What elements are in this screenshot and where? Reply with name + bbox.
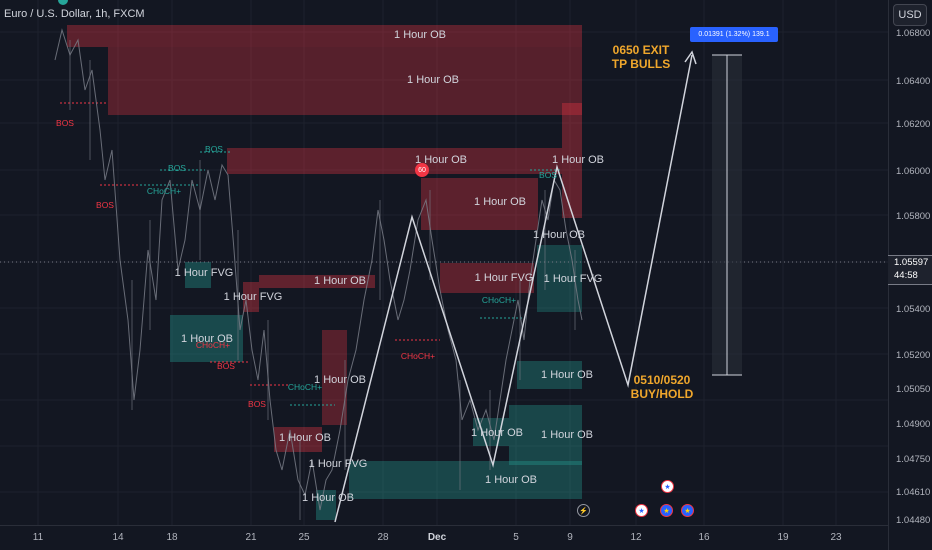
eu-flag-icon[interactable]: ★ — [660, 504, 673, 517]
bullish-zones — [170, 245, 582, 520]
current-price-badge: 1.05597 44:58 — [888, 255, 932, 285]
time-label: 5 — [513, 532, 519, 543]
exit-annotation-line2: TP BULLS — [611, 57, 671, 71]
time-label: 11 — [32, 532, 44, 543]
price-tick: 1.06200 — [896, 119, 931, 130]
price-tick: 1.05200 — [896, 350, 931, 361]
choch-label: CHoCH+ — [481, 295, 517, 305]
fvg-label: 1 Hour FVG — [308, 458, 368, 470]
price-tick: 1.04480 — [896, 515, 931, 526]
price-tick: 1.04750 — [896, 454, 931, 465]
buy-annotation-line1: 0510/0520 — [633, 373, 691, 387]
bos-label: BOS — [168, 163, 186, 173]
ob-label: 1 Hour OB — [485, 474, 537, 486]
time-label: 21 — [245, 532, 257, 543]
structure-lines — [60, 102, 560, 406]
time-label: 19 — [777, 532, 789, 543]
price-tick: 1.06400 — [896, 76, 931, 87]
exit-annotation[interactable]: 0650 EXIT TP BULLS — [612, 43, 670, 71]
choch-label: CHoCH+ — [287, 382, 323, 392]
ob-label: 1 Hour OB — [279, 432, 331, 444]
price-axis[interactable]: USD 1.06800 1.06400 1.06200 1.06000 1.05… — [888, 0, 932, 550]
us-flag-icon[interactable]: ★ — [635, 504, 648, 517]
top-marker-icon — [58, 0, 68, 5]
fvg-label: 1 Hour FVG — [174, 267, 234, 279]
bar-countdown: 44:58 — [894, 270, 918, 281]
ob-label: 1 Hour OB — [541, 369, 593, 381]
bos-label: BOS — [217, 361, 235, 371]
chart-pane[interactable]: Euro / U.S. Dollar, 1h, FXCM 1 Hour OB 1… — [0, 0, 888, 525]
time-label: 12 — [630, 532, 642, 543]
time-label: 25 — [298, 532, 310, 543]
bearish-zones — [67, 25, 582, 452]
price-tick: 1.06000 — [896, 166, 931, 177]
ob-label: 1 Hour OB — [181, 333, 233, 345]
ob-label: 1 Hour OB — [474, 196, 526, 208]
eu-flag-icon[interactable]: ★ — [681, 504, 694, 517]
ob-label: 1 Hour OB — [552, 154, 604, 166]
fvg-label: 1 Hour FVG — [223, 291, 283, 303]
ob-label: 1 Hour OB — [314, 275, 366, 287]
price-tick: 1.04610 — [896, 487, 931, 498]
time-label: 23 — [830, 532, 842, 543]
price-tick: 1.05800 — [896, 211, 931, 222]
price-series — [54, 28, 583, 511]
time-label: 9 — [567, 532, 573, 543]
time-label: 18 — [166, 532, 178, 543]
ob-label: 1 Hour OB — [407, 74, 459, 86]
projection-arrowhead-icon — [684, 50, 697, 65]
time-label: 16 — [698, 532, 710, 543]
ob-label: 1 Hour OB — [533, 229, 585, 241]
fvg-label: 1 Hour FVG — [543, 273, 603, 285]
time-label: Dec — [427, 532, 447, 543]
bos-label: BOS — [96, 200, 114, 210]
buy-annotation[interactable]: 0510/0520 BUY/HOLD — [631, 373, 694, 401]
price-tick: 1.04900 — [896, 419, 931, 430]
choch-label: CHoCH+ — [195, 340, 231, 350]
projection-path[interactable] — [334, 54, 693, 523]
exit-annotation-line1: 0650 EXIT — [612, 43, 670, 57]
buy-annotation-line2: BUY/HOLD — [630, 387, 694, 401]
fvg-label: 1 Hour FVG — [474, 272, 534, 284]
choch-label: CHoCH+ — [146, 186, 182, 196]
us-flag-icon[interactable]: ★ — [661, 480, 674, 493]
bos-label: BOS — [205, 144, 223, 154]
ob-label: 1 Hour OB — [394, 29, 446, 41]
price-tick: 1.05400 — [896, 304, 931, 315]
time-label: 14 — [112, 532, 124, 543]
bos-label: BOS — [248, 399, 266, 409]
ob-label: 1 Hour OB — [471, 427, 523, 439]
ob-label: 1 Hour OB — [314, 374, 366, 386]
ob-label: 1 Hour OB — [415, 154, 467, 166]
lightning-icon[interactable]: ⚡ — [577, 504, 590, 517]
bos-label: BOS — [539, 170, 557, 180]
bos-label: BOS — [56, 118, 74, 128]
alert-badge[interactable]: 60 — [415, 163, 429, 177]
time-axis[interactable]: 11 14 18 21 25 28 Dec 5 9 12 16 19 23 — [0, 525, 888, 550]
choch-label: CHoCH+ — [400, 351, 436, 361]
time-label: 28 — [377, 532, 389, 543]
symbol-title[interactable]: Euro / U.S. Dollar, 1h, FXCM — [4, 8, 145, 20]
measure-label[interactable]: 0.01391 (1.32%) 139.1 — [690, 27, 778, 42]
ob-label: 1 Hour OB — [541, 429, 593, 441]
currency-button[interactable]: USD — [893, 4, 927, 26]
price-tick: 1.05050 — [896, 384, 931, 395]
current-price-value: 1.05597 — [894, 257, 929, 268]
ob-label: 1 Hour OB — [302, 492, 354, 504]
chart-canvas[interactable] — [0, 0, 888, 525]
price-tick: 1.06800 — [896, 28, 931, 39]
